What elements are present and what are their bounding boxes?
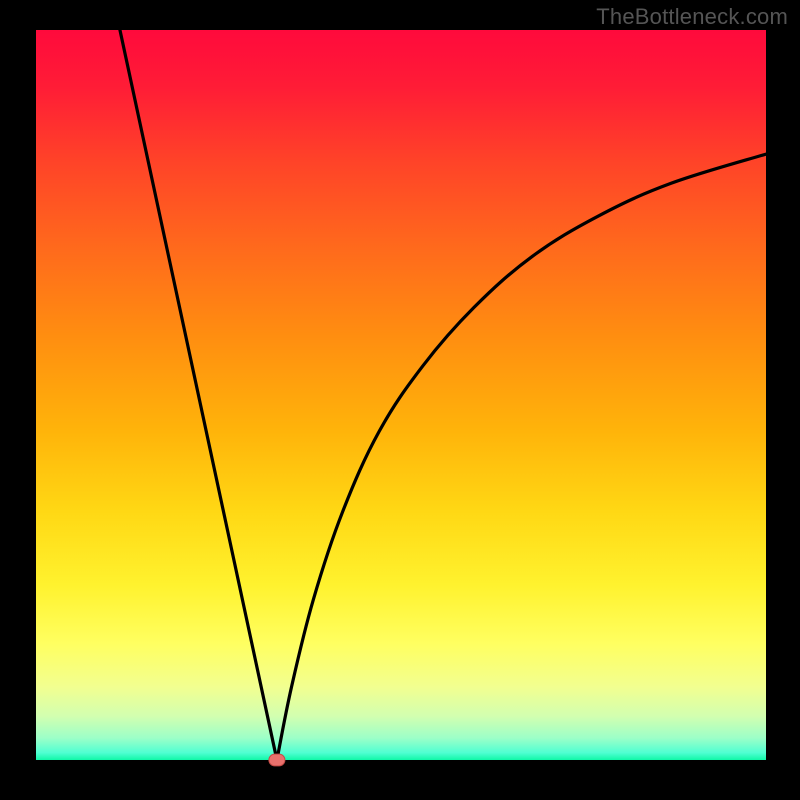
bottleneck-chart (0, 0, 800, 800)
bottleneck-marker (269, 754, 285, 766)
watermark-text: TheBottleneck.com (596, 4, 788, 30)
